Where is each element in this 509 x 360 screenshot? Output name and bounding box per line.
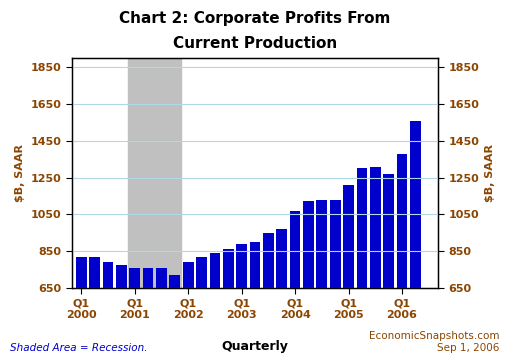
Bar [209, 253, 220, 360]
Bar [143, 269, 153, 360]
Bar [263, 233, 273, 360]
Bar [182, 262, 193, 360]
Bar [76, 257, 87, 360]
Bar [396, 154, 407, 360]
Bar [289, 211, 300, 360]
Bar [249, 242, 260, 360]
Bar [222, 249, 233, 360]
Bar [276, 229, 287, 360]
Bar [116, 265, 126, 360]
Text: EconomicSnapshots.com
Sep 1, 2006: EconomicSnapshots.com Sep 1, 2006 [369, 331, 499, 353]
Bar [409, 121, 420, 360]
Bar [102, 262, 113, 360]
Text: Current Production: Current Production [173, 36, 336, 51]
Bar [343, 185, 353, 360]
Bar [369, 167, 380, 360]
Text: Chart 2: Corporate Profits From: Chart 2: Corporate Profits From [119, 11, 390, 26]
Bar [356, 168, 366, 360]
Y-axis label: $B, SAAR: $B, SAAR [484, 144, 494, 202]
Bar [129, 267, 140, 360]
Bar [89, 257, 100, 360]
Bar [128, 58, 181, 288]
Bar [302, 202, 313, 360]
Text: Quarterly: Quarterly [221, 340, 288, 353]
Bar [169, 275, 180, 360]
Text: Shaded Area = Recession.: Shaded Area = Recession. [10, 343, 148, 353]
Bar [196, 257, 207, 360]
Y-axis label: $B, SAAR: $B, SAAR [15, 144, 25, 202]
Bar [383, 174, 393, 360]
Bar [329, 200, 340, 360]
Bar [156, 267, 166, 360]
Bar [316, 200, 327, 360]
Bar [236, 244, 246, 360]
